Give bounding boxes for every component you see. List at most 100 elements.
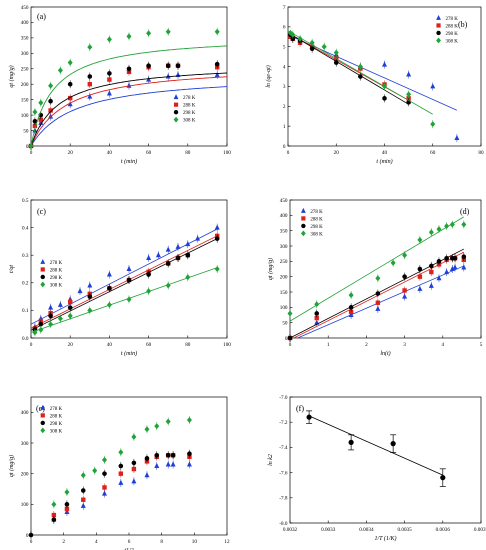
data-point bbox=[154, 462, 160, 468]
data-point bbox=[314, 315, 319, 321]
data-point bbox=[48, 113, 54, 119]
data-point bbox=[32, 123, 38, 129]
data-point bbox=[38, 326, 44, 333]
data-point bbox=[28, 143, 34, 149]
y-tick-label: 100 bbox=[21, 113, 29, 119]
y-tick-label: -7.6 bbox=[279, 470, 288, 476]
data-point bbox=[357, 63, 363, 70]
data-point bbox=[48, 98, 53, 104]
data-point bbox=[51, 517, 57, 522]
legend-label: 298 K bbox=[183, 111, 196, 116]
data-point bbox=[309, 46, 315, 51]
legend-marker bbox=[436, 37, 441, 44]
data-point bbox=[306, 414, 312, 420]
data-point bbox=[67, 312, 73, 319]
legend-marker bbox=[173, 116, 179, 123]
series-288-K bbox=[288, 32, 411, 103]
y-tick-label: 6 bbox=[283, 25, 286, 31]
data-point bbox=[146, 272, 151, 277]
data-point bbox=[382, 83, 387, 90]
x-tick-label: 40 bbox=[107, 342, 113, 348]
data-point bbox=[38, 117, 43, 122]
x-axis-label: ln(t) bbox=[380, 350, 390, 357]
legend-label: 298 K bbox=[50, 422, 63, 427]
panel-label: (e) bbox=[36, 404, 45, 413]
x-tick-label: 0 bbox=[30, 342, 33, 348]
data-point bbox=[175, 63, 181, 68]
y-tick-label: 250 bbox=[280, 259, 288, 265]
x-tick-label: 10 bbox=[192, 539, 198, 545]
data-point bbox=[57, 315, 63, 322]
legend-label: 278 K bbox=[183, 96, 196, 101]
data-point bbox=[64, 506, 70, 512]
data-point bbox=[348, 292, 354, 299]
data-point bbox=[146, 63, 151, 68]
data-point bbox=[165, 418, 171, 425]
y-tick-label: -8.0 bbox=[279, 521, 288, 527]
data-point bbox=[107, 286, 112, 291]
y-tick-label: 0.4 bbox=[22, 225, 29, 231]
legend-label: 308 K bbox=[310, 232, 323, 237]
data-point bbox=[402, 274, 407, 279]
data-point bbox=[402, 288, 407, 293]
series-308-K bbox=[31, 265, 220, 337]
data-point bbox=[297, 35, 303, 42]
legend-marker bbox=[300, 207, 306, 213]
y-tick-label: 400 bbox=[21, 20, 29, 26]
data-point bbox=[195, 235, 201, 241]
y-tick-label: 400 bbox=[21, 410, 29, 416]
data-point bbox=[81, 497, 86, 502]
y-tick-label: 50 bbox=[282, 320, 288, 326]
data-point bbox=[430, 83, 436, 89]
data-point bbox=[186, 417, 192, 423]
fit-line bbox=[290, 216, 465, 322]
fit-line bbox=[288, 32, 409, 105]
data-point bbox=[126, 296, 132, 303]
data-point bbox=[126, 66, 132, 72]
x-tick-label: 0.0035 bbox=[397, 527, 412, 533]
panel-label: (c) bbox=[37, 207, 46, 216]
legend-marker bbox=[40, 274, 45, 280]
data-point bbox=[402, 293, 408, 299]
legend-label: 278 K bbox=[310, 210, 323, 215]
legend-marker bbox=[173, 102, 179, 107]
series-288-K bbox=[51, 451, 192, 520]
data-point bbox=[175, 255, 181, 261]
data-point bbox=[87, 82, 92, 87]
data-point bbox=[187, 451, 192, 457]
x-tick-label: 80 bbox=[185, 342, 191, 348]
data-point bbox=[144, 456, 150, 461]
y-tick-label: 0.2 bbox=[22, 281, 29, 287]
data-point bbox=[428, 282, 434, 288]
x-tick-label: 0.0033 bbox=[321, 527, 336, 533]
data-point bbox=[165, 282, 171, 289]
series-298-K bbox=[287, 248, 467, 342]
legend-label: 288 K bbox=[310, 217, 323, 222]
data-point bbox=[32, 329, 38, 336]
y-tick-label: 250 bbox=[21, 67, 29, 73]
y-tick-label: 2 bbox=[283, 104, 286, 110]
data-point bbox=[144, 472, 150, 478]
data-point bbox=[417, 236, 423, 243]
data-point bbox=[165, 63, 171, 68]
series-308-K bbox=[28, 27, 227, 150]
legend-marker bbox=[40, 404, 46, 410]
x-tick-label: 20 bbox=[68, 342, 74, 348]
legend-marker bbox=[40, 427, 46, 434]
legend-marker bbox=[301, 216, 306, 221]
panel-label: (d) bbox=[460, 207, 470, 216]
x-tick-label: 4 bbox=[442, 342, 445, 348]
data-point bbox=[67, 101, 73, 107]
data-point bbox=[154, 452, 160, 458]
x-tick-label: 0.0032 bbox=[283, 527, 298, 533]
data-point bbox=[417, 274, 423, 279]
data-point bbox=[77, 287, 83, 294]
legend-label: 278 K bbox=[446, 17, 459, 22]
data-point bbox=[32, 118, 38, 124]
data-point bbox=[165, 73, 171, 79]
data-point bbox=[314, 311, 320, 316]
series-308-K bbox=[51, 416, 192, 509]
x-tick-label: 100 bbox=[223, 342, 231, 348]
x-tick-label: 80 bbox=[478, 150, 484, 156]
legend: 278 K 288 K 298 K 308 K bbox=[40, 258, 63, 288]
